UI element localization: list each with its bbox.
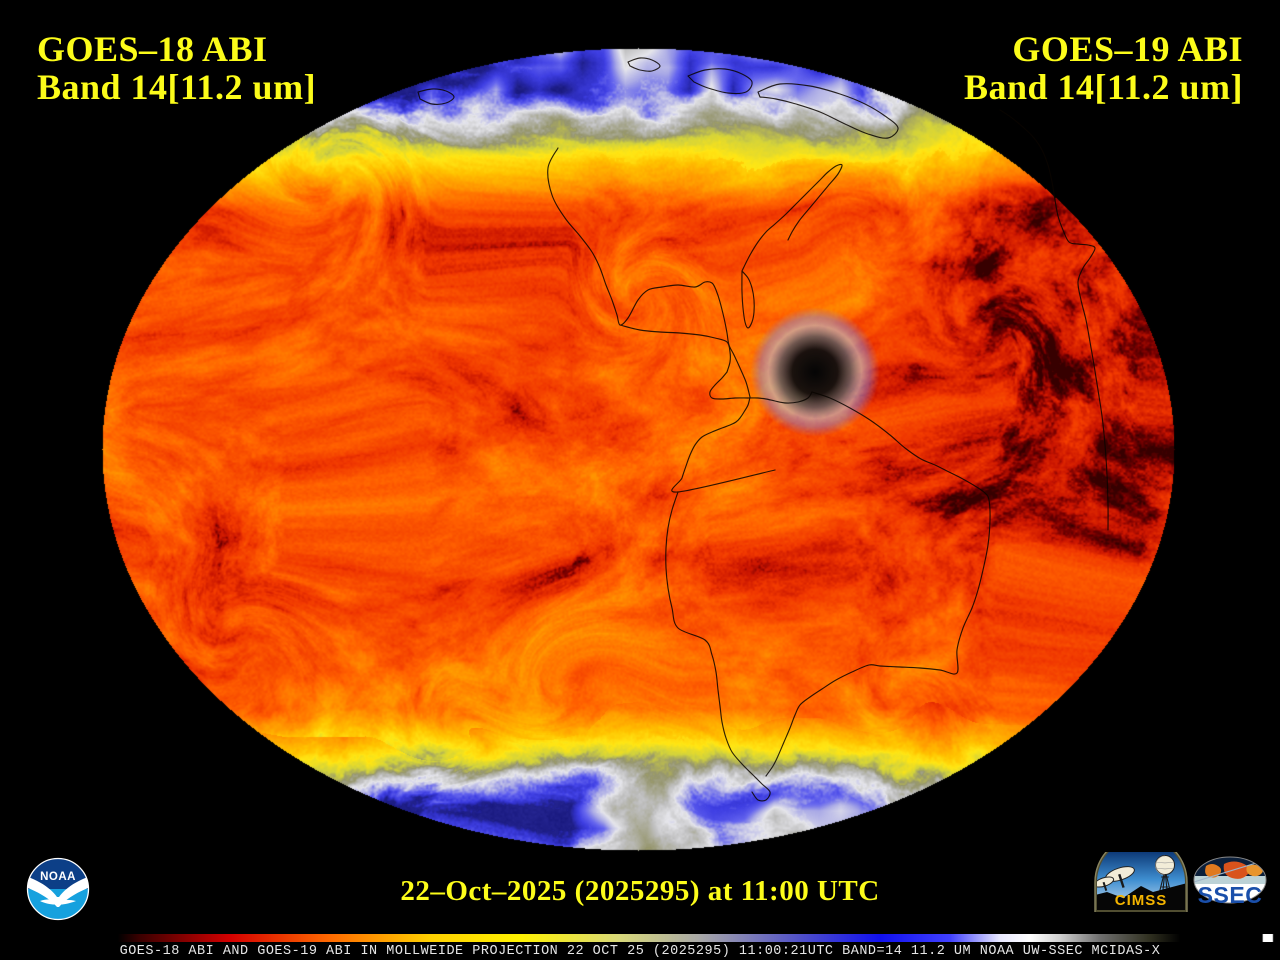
svg-text:CIMSS: CIMSS: [1115, 892, 1168, 909]
svg-text:SSEC: SSEC: [1198, 882, 1263, 908]
svg-text:NOAA: NOAA: [40, 871, 76, 883]
